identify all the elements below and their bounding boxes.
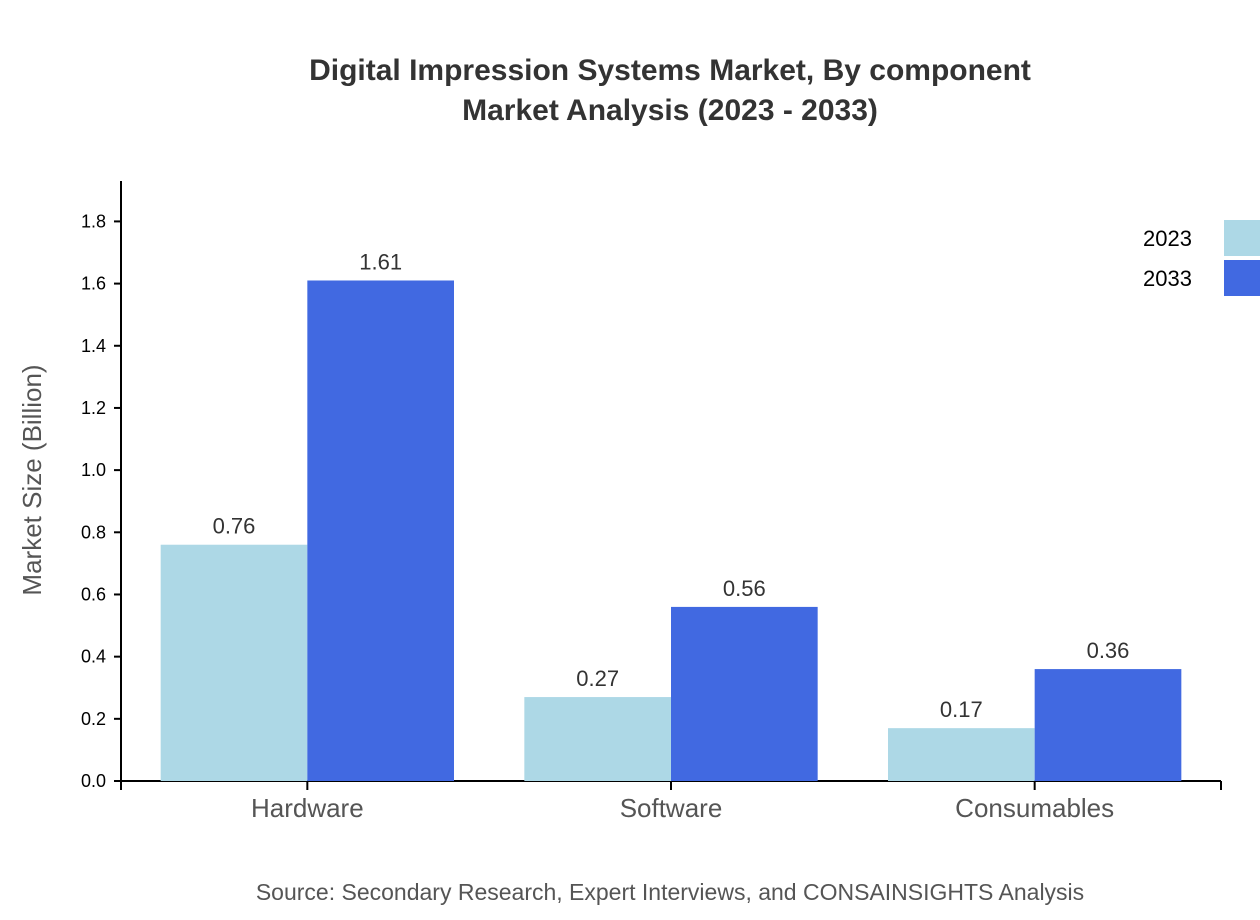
y-tick-label: 0.0 xyxy=(81,771,106,791)
legend-label: 2023 xyxy=(1143,226,1192,251)
data-label: 0.36 xyxy=(1087,638,1130,663)
y-tick-label: 1.0 xyxy=(81,460,106,480)
y-tick-label: 0.2 xyxy=(81,709,106,729)
y-tick-label: 1.2 xyxy=(81,398,106,418)
data-label: 0.56 xyxy=(723,576,766,601)
y-tick-label: 1.6 xyxy=(81,274,106,294)
y-axis-label: Market Size (Billion) xyxy=(17,364,47,595)
bar-2033-software xyxy=(671,606,818,781)
bar-2033-consumables xyxy=(1034,669,1182,781)
y-tick-label: 0.6 xyxy=(81,584,106,604)
legend-swatch xyxy=(1224,220,1260,256)
bar-2023-software xyxy=(524,697,671,781)
bar-2033-hardware xyxy=(307,280,454,781)
x-tick-label: Software xyxy=(620,793,723,823)
y-tick-label: 0.8 xyxy=(81,522,106,542)
data-label: 0.76 xyxy=(213,514,256,539)
data-label: 1.61 xyxy=(359,249,402,274)
chart-title: Digital Impression Systems Market, By co… xyxy=(309,54,1031,87)
legend-swatch xyxy=(1224,260,1260,296)
bar-2023-hardware xyxy=(160,544,308,781)
source-note: Source: Secondary Research, Expert Inter… xyxy=(256,879,1084,905)
chart-subtitle: Market Analysis (2023 - 2033) xyxy=(462,94,878,127)
y-tick-label: 1.8 xyxy=(81,211,106,231)
x-tick-label: Consumables xyxy=(955,793,1114,823)
data-label: 0.17 xyxy=(940,697,983,722)
bar-2023-consumables xyxy=(888,728,1035,781)
y-tick-label: 0.4 xyxy=(81,647,106,667)
x-tick-label: Hardware xyxy=(251,793,364,823)
legend-label: 2033 xyxy=(1143,266,1192,291)
data-label: 0.27 xyxy=(576,666,619,691)
y-tick-label: 1.4 xyxy=(81,336,106,356)
